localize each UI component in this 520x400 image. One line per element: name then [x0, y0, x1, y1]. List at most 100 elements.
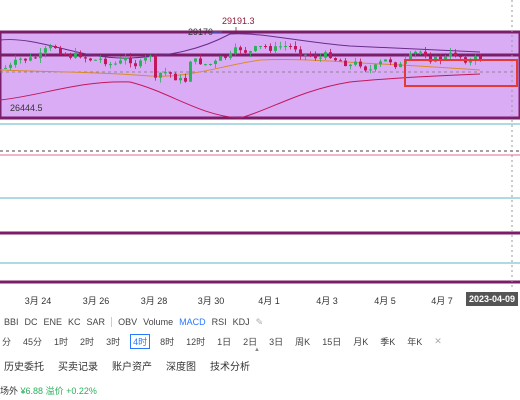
candle-body	[294, 46, 297, 50]
edit-icon[interactable]: ✎	[255, 316, 264, 327]
period-45min[interactable]: 45分	[23, 336, 43, 347]
range-zone	[0, 32, 520, 118]
candle-body	[44, 48, 47, 53]
candle-body	[319, 57, 322, 59]
candle-body	[159, 72, 162, 78]
indicator-kc[interactable]: KC	[68, 317, 81, 327]
candle-body	[184, 77, 187, 82]
tab-depth-chart[interactable]: 深度图	[166, 361, 196, 373]
indicator-obv[interactable]: OBV	[118, 317, 138, 327]
candle-body	[394, 62, 397, 68]
tab-trade-records[interactable]: 买卖记录	[58, 361, 98, 373]
candle-body	[89, 58, 92, 61]
candle-body	[104, 58, 107, 65]
indicator-bbi[interactable]: BBI	[4, 317, 19, 327]
candle-body	[399, 63, 402, 68]
otc-label: 场外	[0, 386, 19, 396]
candle-body	[114, 63, 117, 65]
candle-body	[4, 67, 7, 69]
price-high-label: 29191.3	[222, 16, 255, 26]
candle-body	[224, 56, 227, 58]
period-min[interactable]: 分	[2, 336, 12, 347]
candle-body	[34, 57, 37, 59]
indicator-kdj[interactable]: KDJ	[232, 317, 250, 327]
kline-chart-area[interactable]: 29191.3 29170 26444.5	[0, 0, 520, 290]
period-2d[interactable]: 2日	[243, 336, 258, 347]
candle-body	[129, 57, 132, 64]
indicator-toolbar: BBI DC ENE KC SAR OBV Volume MACD RSI KD…	[0, 314, 520, 330]
candle-body	[49, 46, 52, 49]
candle-body	[269, 46, 272, 51]
candle-body	[329, 52, 332, 59]
candle-body	[324, 52, 327, 58]
period-week[interactable]: 周K	[295, 336, 311, 347]
candle-body	[314, 55, 317, 59]
candle-body	[454, 52, 457, 57]
candle-body	[144, 57, 147, 61]
range-zone-border	[0, 30, 520, 120]
candle-body	[419, 51, 422, 53]
period-toolbar: 分 45分 1时 2时 3时 4时 8时 12时 1日 2日 3日 周K 15日…	[0, 332, 520, 350]
indicator-macd[interactable]: MACD	[179, 317, 206, 327]
period-1h[interactable]: 1时	[54, 336, 69, 347]
premium-label: 溢价	[45, 386, 64, 396]
time-axis-tick: 3月 24	[24, 296, 52, 306]
candle-body	[239, 47, 242, 51]
highlight-box	[404, 59, 518, 87]
candle-body	[229, 53, 232, 58]
candle-body	[69, 54, 72, 58]
close-icon[interactable]: ✕	[434, 335, 442, 346]
candle-body	[459, 56, 462, 58]
period-15d[interactable]: 15日	[322, 336, 342, 347]
price-near-high-label: 29170	[188, 27, 213, 37]
tab-order-history[interactable]: 历史委托	[4, 361, 44, 373]
candle-body	[264, 46, 267, 47]
candle-body	[304, 54, 307, 56]
indicator-dc[interactable]: DC	[24, 317, 38, 327]
candle-body	[124, 57, 127, 61]
candle-body	[174, 73, 177, 81]
current-date-label: 2023-04-09	[465, 292, 518, 306]
candle-body	[354, 61, 357, 65]
tab-account-assets[interactable]: 账户资产	[112, 361, 152, 373]
candle-body	[14, 59, 17, 65]
indicator-ene[interactable]: ENE	[43, 317, 63, 327]
candle-body	[84, 57, 87, 59]
collapse-handle-icon[interactable]: ▲	[254, 347, 260, 353]
candle-body	[179, 77, 182, 81]
period-3d[interactable]: 3日	[269, 336, 284, 347]
indicator-volume[interactable]: Volume	[143, 317, 174, 327]
period-4h[interactable]: 4时	[130, 333, 151, 349]
time-axis-tick: 4月 1	[258, 296, 280, 306]
candle-body	[344, 60, 347, 67]
period-quarter[interactable]: 季K	[380, 336, 396, 347]
period-3h[interactable]: 3时	[106, 336, 121, 347]
candle-body	[154, 55, 157, 78]
period-8h[interactable]: 8时	[160, 336, 175, 347]
candle-body	[449, 52, 452, 57]
tab-technical-analysis[interactable]: 技术分析	[210, 361, 250, 373]
candle-body	[359, 61, 362, 67]
indicator-sar[interactable]: SAR	[86, 317, 106, 327]
candle-body	[479, 56, 482, 60]
premium-value: +0.22%	[66, 386, 97, 396]
candle-body	[244, 50, 247, 53]
indicator-rsi[interactable]: RSI	[211, 317, 227, 327]
candlestick-chart[interactable]: 29191.3 29170 26444.5	[0, 0, 520, 290]
candle-body	[164, 72, 167, 74]
period-year[interactable]: 年K	[407, 336, 423, 347]
candle-body	[424, 51, 427, 57]
candle-body	[9, 64, 12, 68]
time-axis-tick: 4月 3	[316, 296, 338, 306]
candle-body	[409, 53, 412, 60]
candle-body	[414, 51, 417, 54]
candle-body	[369, 69, 372, 71]
period-2h[interactable]: 2时	[80, 336, 95, 347]
candle-body	[279, 46, 282, 48]
time-axis-tick: 3月 30	[197, 296, 225, 306]
candle-body	[59, 48, 62, 54]
period-12h[interactable]: 12时	[186, 336, 206, 347]
period-month[interactable]: 月K	[353, 336, 369, 347]
period-1d[interactable]: 1日	[217, 336, 232, 347]
otc-price-row: 场外 ¥6.88 溢价 +0.22%	[0, 384, 97, 397]
